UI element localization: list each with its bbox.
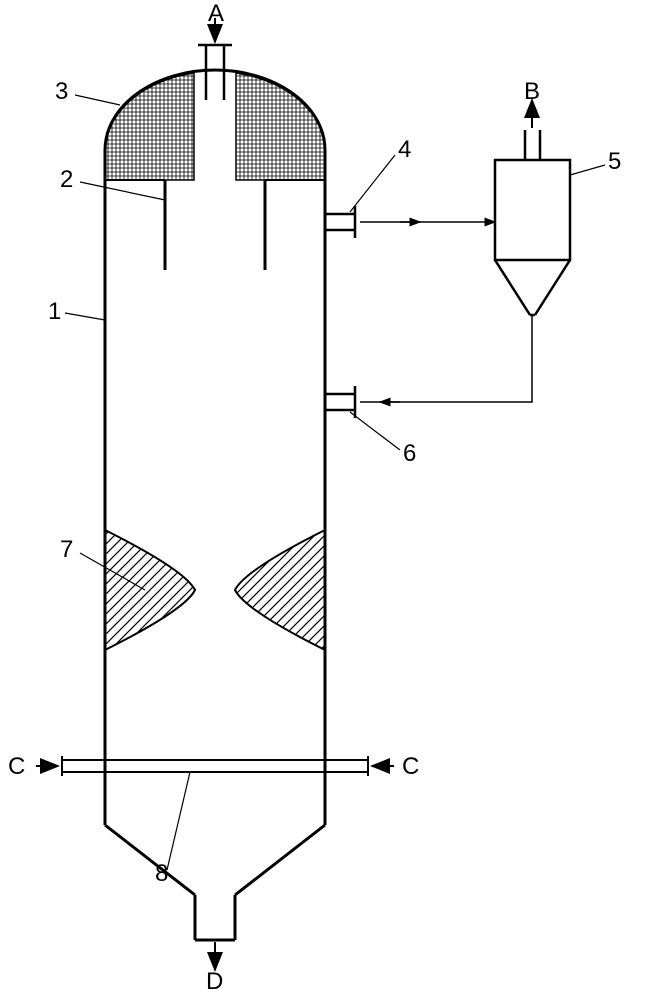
- label-3: 3: [55, 78, 68, 106]
- diagram-canvas: [0, 0, 651, 1000]
- label-6: 6: [403, 440, 416, 468]
- crosshatch-region: [105, 73, 325, 180]
- distributor: [62, 756, 368, 776]
- label-7: 7: [60, 536, 73, 564]
- label-5: 5: [608, 148, 621, 176]
- inlet-pipe-a: [198, 45, 232, 100]
- leader-8: [167, 772, 190, 870]
- label-1: 1: [48, 298, 61, 326]
- leader-2: [80, 182, 165, 200]
- label-8: 8: [155, 860, 168, 888]
- inner-tube: [105, 180, 325, 270]
- label-2: 2: [60, 166, 73, 194]
- venturi-left: [105, 530, 195, 650]
- leader-4: [350, 155, 395, 212]
- venturi-right: [235, 530, 325, 650]
- leader-3: [75, 95, 120, 105]
- bottom-cone: [105, 825, 325, 940]
- label-4: 4: [398, 136, 411, 164]
- leader-5: [570, 165, 605, 175]
- pipe-cyclone-to-6: [360, 315, 532, 402]
- label-c-left: C: [8, 753, 25, 781]
- label-b: B: [524, 78, 540, 106]
- inlet-6: [325, 386, 355, 418]
- label-a: A: [208, 0, 224, 28]
- leader-6: [350, 412, 400, 450]
- label-d: D: [206, 968, 223, 996]
- vessel-body: [105, 150, 325, 825]
- leader-1: [65, 313, 105, 320]
- cyclone: [495, 130, 570, 315]
- label-c-right: C: [402, 753, 419, 781]
